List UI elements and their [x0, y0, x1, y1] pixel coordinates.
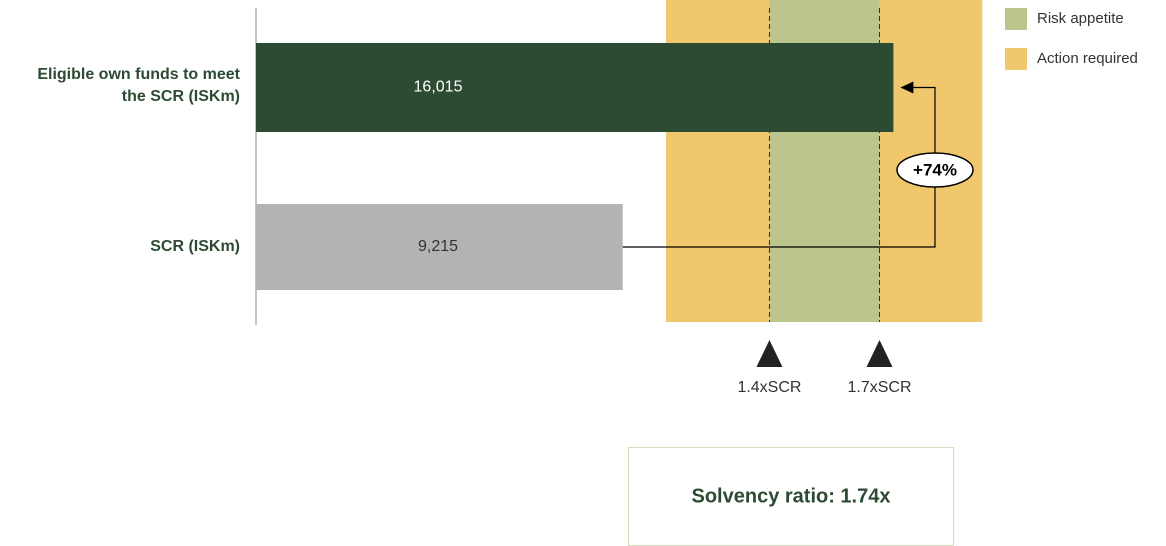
value-label: 16,015 [414, 79, 463, 96]
summary-box [628, 447, 954, 546]
legend-swatch [1005, 48, 1027, 70]
threshold-label: 1.7xSCR [847, 379, 911, 396]
legend-label: Risk appetite [1037, 10, 1124, 27]
arrow-head [900, 81, 914, 94]
bar [256, 43, 894, 132]
annotation-bubble [896, 152, 974, 188]
category-label: SCR (ISKm) [150, 238, 240, 255]
value-label: 9,215 [418, 238, 458, 255]
threshold-label: 1.4xSCR [737, 379, 801, 396]
summary-text: Solvency ratio: 1.74x [692, 485, 891, 507]
category-label: Eligible own funds to meet the SCR (ISKm… [37, 66, 240, 105]
annotation: +74% [913, 160, 957, 179]
legend-label: Action required [1037, 50, 1138, 67]
threshold-marker [866, 340, 893, 367]
threshold-marker [756, 340, 783, 367]
legend-swatch [1005, 8, 1027, 30]
bar [256, 204, 623, 290]
